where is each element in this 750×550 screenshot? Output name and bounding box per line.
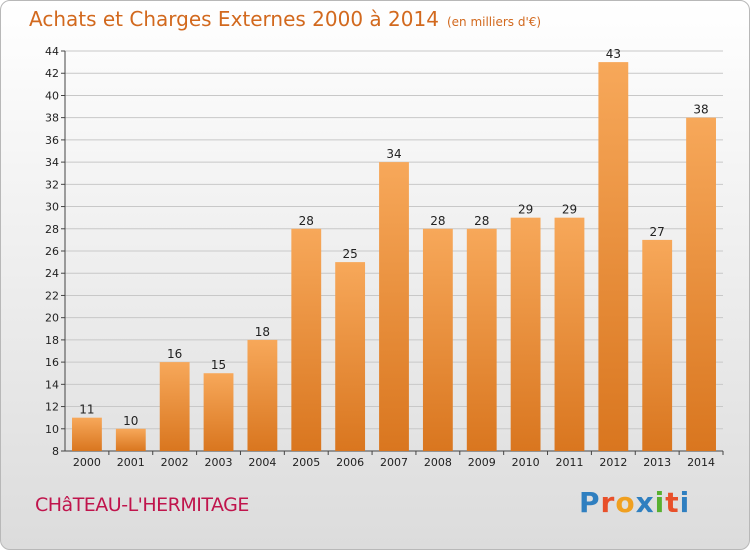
y-tick-label: 12: [45, 401, 59, 414]
chart-title-block: Achats et Charges Externes 2000 à 2014 (e…: [29, 7, 541, 31]
data-label: 18: [255, 325, 270, 339]
data-label: 27: [650, 225, 665, 239]
x-tick-label: 2014: [687, 456, 715, 469]
data-label: 10: [123, 414, 138, 428]
y-tick-label: 10: [45, 423, 59, 436]
logo-letter: i: [679, 486, 691, 519]
x-tick-labels: 2000 2001 2002 2003 2004 2005 2006 2007 2008 2009…: [73, 451, 724, 469]
bar: [510, 217, 541, 451]
logo-letter: o: [615, 486, 636, 519]
x-tick-label: 2010: [512, 456, 540, 469]
y-tick-label: 22: [45, 289, 59, 302]
y-tick-label: 18: [45, 334, 59, 347]
data-labels: 11 10 16 15 18 28 25 34 28 28 29 29 43 27 38: [79, 47, 708, 428]
logo-letter: r: [600, 486, 616, 519]
chart-subtitle: (en milliers d'€): [446, 15, 542, 29]
bar: [642, 239, 673, 451]
x-tick-label: 2002: [161, 456, 189, 469]
x-tick-label: 2007: [380, 456, 408, 469]
chart-title: Achats et Charges Externes 2000 à 2014: [29, 7, 439, 31]
y-tick-label: 44: [45, 45, 59, 58]
y-tick-label: 14: [45, 378, 59, 391]
y-tick-label: 28: [45, 223, 59, 236]
data-label: 11: [79, 403, 94, 417]
x-tick-label: 2009: [468, 456, 496, 469]
bar: [598, 62, 629, 451]
logo-letter: t: [665, 486, 680, 519]
y-tick-label: 8: [52, 445, 59, 458]
data-label: 15: [211, 358, 226, 372]
x-tick-label: 2004: [248, 456, 276, 469]
y-tick-labels: 8 10 12 14 16 18 20 22 24 26 28 30 32 34 36 38 40 42 44: [45, 45, 65, 458]
bar: [379, 162, 409, 451]
bars: [72, 62, 716, 452]
y-tick-label: 20: [45, 312, 59, 325]
y-tick-label: 40: [45, 89, 59, 102]
data-label: 25: [342, 247, 357, 261]
y-tick-label: 16: [45, 356, 59, 369]
x-tick-label: 2003: [205, 456, 233, 469]
logo-letter: P: [579, 486, 601, 519]
data-label: 29: [518, 203, 533, 217]
x-tick-label: 2012: [599, 456, 627, 469]
y-tick-label: 30: [45, 201, 59, 214]
y-tick-label: 32: [45, 178, 59, 191]
data-label: 16: [167, 347, 182, 361]
bar: [72, 417, 102, 451]
data-label: 28: [299, 214, 314, 228]
x-tick-label: 2001: [117, 456, 145, 469]
data-label: 38: [693, 103, 708, 117]
y-tick-label: 34: [45, 156, 59, 169]
data-label: 43: [606, 47, 621, 61]
bar: [203, 373, 234, 451]
x-tick-label: 2011: [555, 456, 583, 469]
x-tick-label: 2006: [336, 456, 364, 469]
x-tick-label: 2000: [73, 456, 101, 469]
bar: [422, 228, 453, 451]
bar: [159, 362, 190, 451]
logo-letter: x: [635, 486, 655, 519]
y-tick-label: 24: [45, 267, 59, 280]
bar: [291, 228, 322, 451]
bar: [554, 217, 585, 451]
data-label: 34: [386, 147, 401, 161]
proxiti-logo: Proxiti: [579, 486, 690, 519]
place-name: CHâTEAU-L'HERMITAGE: [35, 494, 249, 516]
data-label: 28: [474, 214, 489, 228]
y-tick-label: 42: [45, 67, 59, 80]
y-tick-label: 26: [45, 245, 59, 258]
bar: [247, 339, 278, 451]
data-label: 28: [430, 214, 445, 228]
y-tick-label: 38: [45, 112, 59, 125]
bar: [335, 262, 366, 451]
bar: [466, 228, 497, 451]
bar: [686, 117, 716, 452]
x-tick-label: 2013: [643, 456, 671, 469]
x-tick-label: 2005: [292, 456, 320, 469]
bar: [115, 428, 146, 451]
data-label: 29: [562, 203, 577, 217]
x-tick-label: 2008: [424, 456, 452, 469]
y-tick-label: 36: [45, 134, 59, 147]
logo-letter: i: [654, 486, 666, 519]
